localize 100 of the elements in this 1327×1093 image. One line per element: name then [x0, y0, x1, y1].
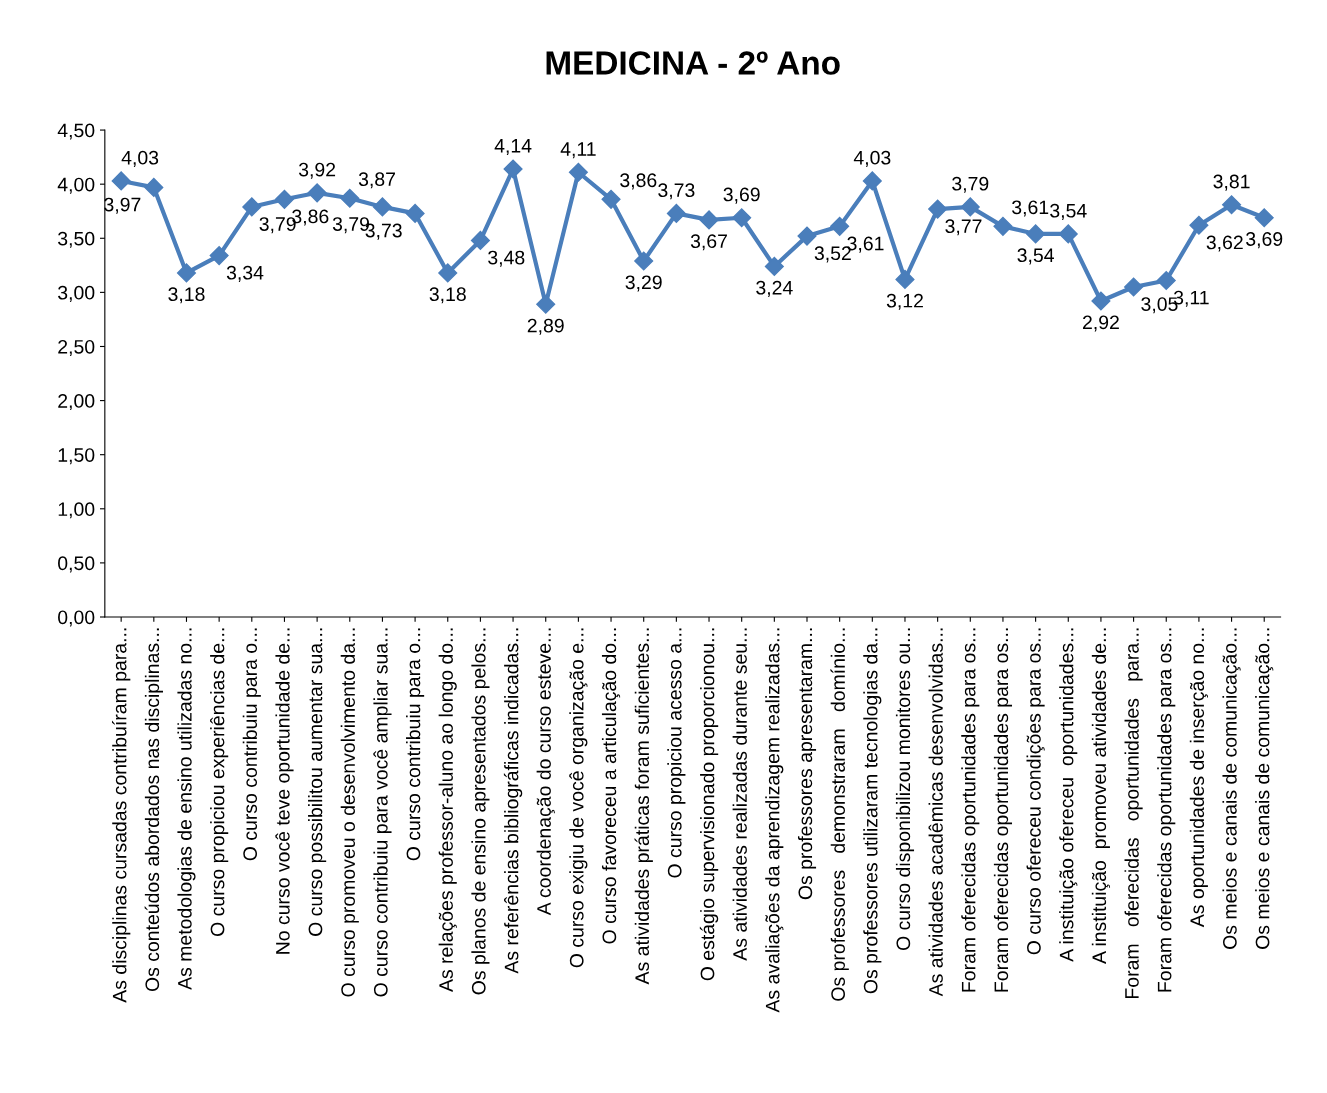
y-tick-label: 4,00 — [57, 177, 95, 194]
y-tick-label: 1,00 — [58, 502, 95, 519]
point — [111, 171, 131, 191]
x-tick-label: O curso contribuiu para o... — [242, 628, 261, 861]
x-tick-label: Os meios e canais de comunicação... — [1222, 628, 1241, 949]
x-tick-label: O curso propiciou acesso a... — [667, 628, 686, 878]
point — [438, 263, 458, 283]
data-label: 3,48 — [488, 250, 525, 267]
point — [1058, 224, 1078, 244]
x-tick-label: Os meios e canais de comunicação... — [1255, 628, 1274, 949]
point — [405, 203, 425, 223]
y-tick-label: 1,50 — [58, 448, 95, 465]
point — [340, 188, 360, 208]
x-tick-label: No curso você teve oportunidade de... — [275, 628, 294, 954]
x-tick-label: O curso favoreceu a articulação do... — [601, 628, 621, 944]
x-tick-label: O curso contribuiu para você ampliar sua... — [373, 628, 392, 997]
point — [634, 251, 654, 271]
data-label: 3,18 — [168, 287, 205, 304]
data-label: 3,69 — [723, 187, 760, 204]
x-tick-label: O curso contribuiu para o... — [406, 628, 425, 861]
point — [1254, 208, 1274, 228]
x-tick-label: Foram oferecidas oportunidades para os... — [1157, 628, 1176, 992]
y-tick-label: 3,50 — [58, 231, 95, 248]
data-label: 3,54 — [1050, 203, 1087, 220]
data-label: 4,14 — [494, 139, 532, 155]
data-label: 3,61 — [1012, 200, 1049, 217]
y-tick-label: 2,00 — [58, 394, 95, 411]
x-tick-label: As oportunidades de inserção no... — [1189, 628, 1209, 928]
point — [830, 216, 850, 236]
y-tick-label: 0,50 — [58, 556, 95, 573]
point — [960, 197, 980, 217]
x-tick-label: As metodologias de ensino utilizadas no... — [177, 628, 196, 990]
y-tick-label: 0,00 — [58, 610, 95, 627]
data-label: 3,69 — [1246, 232, 1283, 249]
x-tick-label: As avaliações da aprendizagem realizadas... — [765, 628, 784, 1013]
data-label: 3,86 — [620, 173, 657, 190]
data-label: 3,34 — [226, 265, 264, 282]
x-tick-label: Foram oferecidas oportunidades para os... — [993, 628, 1013, 992]
x-tick-label: O curso propiciou experiências de... — [210, 628, 229, 936]
point — [1026, 224, 1046, 244]
x-tick-label: A coordenação do curso esteve... — [536, 628, 555, 916]
point — [732, 208, 752, 228]
x-tick-label: Os planos de ensino apresentados pelos... — [471, 628, 490, 995]
y-tick-label: 3,00 — [58, 285, 95, 302]
x-tick-label: O curso possibilitou aumentar sua... — [308, 628, 327, 936]
x-tick-label: O curso exigiu de você organização e... — [569, 628, 588, 968]
point — [601, 189, 621, 209]
x-tick-label: As relações professor-aluno ao longo do... — [438, 628, 457, 992]
point — [895, 269, 915, 289]
point — [764, 256, 784, 276]
point — [536, 294, 556, 314]
data-label: 3,77 — [945, 219, 982, 236]
data-label: 3,12 — [886, 293, 923, 310]
point — [274, 189, 294, 209]
x-tick-label: A instituição ofereceu oportunidades... — [1059, 628, 1078, 962]
data-label: 3,62 — [1206, 235, 1243, 252]
x-tick-label: As atividades acadêmicas desenvolvidas... — [928, 628, 943, 997]
data-label: 3,18 — [429, 287, 466, 304]
point — [993, 216, 1013, 236]
x-tick-label: As atividades realizadas durante seu... — [732, 628, 747, 961]
y-tick-label: 4,50 — [57, 123, 95, 140]
x-tick-label: Os professores utilizaram tecnologias da... — [863, 628, 882, 994]
point — [176, 263, 197, 283]
point — [1124, 277, 1144, 297]
x-tick-label: Os professores apresentaram... — [797, 628, 817, 900]
y-tick-label: 2,50 — [58, 339, 95, 357]
data-label: 2,89 — [527, 318, 564, 335]
data-label: 4,11 — [560, 142, 596, 159]
x-tick-label: O curso promoveu o desenvolvimento da... — [340, 628, 359, 997]
data-label: 3,92 — [298, 162, 336, 179]
x-tick-label: Foram oferecidas oportunidades para... — [1124, 628, 1143, 998]
data-label: 3,54 — [1017, 248, 1054, 265]
point — [503, 159, 523, 179]
x-tick-label: Foram oferecidas oportunidades para os... — [961, 628, 980, 992]
data-label: 3,29 — [625, 275, 662, 292]
point — [797, 226, 817, 246]
data-label: 4,03 — [853, 150, 891, 167]
point — [307, 183, 327, 203]
point — [1222, 195, 1242, 215]
data-label: 3,67 — [690, 234, 727, 251]
x-tick-label: Os conteúdos abordados nas disciplinas... — [144, 628, 163, 992]
point — [699, 210, 719, 230]
x-tick-label: A instituição promoveu atividades de... — [1091, 628, 1111, 964]
point — [209, 246, 229, 266]
point — [862, 171, 882, 191]
point — [666, 203, 686, 223]
x-tick-label: Os professores demonstraram domínio... — [830, 628, 849, 1001]
x-tick-label: As atividades práticas foram suficientes... — [634, 628, 653, 985]
point — [1156, 270, 1176, 291]
point — [1189, 215, 1209, 235]
chart-title: MEDICINA - 2º Ano — [546, 51, 840, 75]
x-tick-label: O estágio supervisionado proporcionou... — [699, 628, 719, 981]
point — [1091, 291, 1111, 311]
point — [568, 162, 588, 182]
point — [928, 199, 948, 219]
point — [144, 177, 164, 197]
x-tick-label: O curso ofereceu condições para os... — [1026, 628, 1045, 955]
point — [242, 197, 262, 217]
data-label: 3,81 — [1213, 174, 1250, 191]
data-label: 3,73 — [658, 183, 695, 200]
